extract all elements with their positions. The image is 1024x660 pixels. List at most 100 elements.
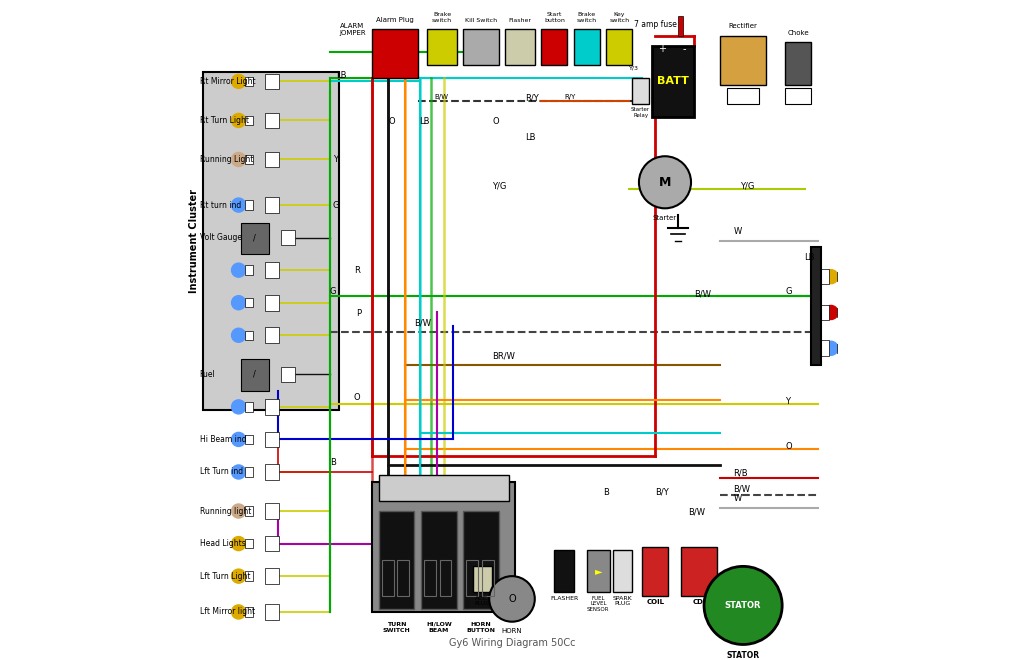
Text: Rt turn ind: Rt turn ind	[200, 201, 241, 210]
Circle shape	[231, 114, 246, 127]
Text: B/W: B/W	[434, 94, 447, 100]
Text: R/B: R/B	[733, 468, 748, 477]
Bar	[245, 155, 253, 164]
Text: B: B	[603, 488, 609, 497]
Bar	[245, 201, 253, 210]
Bar	[542, 29, 567, 65]
Text: HORN
BUTTON: HORN BUTTON	[467, 622, 496, 632]
Bar	[245, 77, 253, 86]
Bar	[652, 46, 694, 117]
Text: TURN
SWITCH: TURN SWITCH	[383, 622, 411, 632]
Text: B/W: B/W	[415, 319, 431, 327]
Bar	[245, 265, 253, 275]
Text: Choke: Choke	[787, 30, 809, 36]
Text: /: /	[253, 370, 256, 379]
Circle shape	[231, 152, 246, 166]
Bar	[264, 536, 279, 551]
Bar	[264, 152, 279, 167]
Bar	[241, 359, 269, 391]
Bar	[815, 305, 829, 320]
Circle shape	[231, 432, 246, 446]
Bar	[245, 539, 253, 548]
Bar	[473, 566, 493, 593]
Text: Running Light: Running Light	[200, 155, 253, 164]
Bar	[482, 560, 494, 596]
Text: LB: LB	[525, 133, 536, 142]
Text: Starter: Starter	[653, 215, 677, 221]
Text: HORN: HORN	[502, 628, 522, 634]
Text: SPARK
PLUG: SPARK PLUG	[612, 596, 633, 607]
Circle shape	[824, 270, 838, 284]
Bar	[264, 432, 279, 447]
Bar	[838, 344, 846, 353]
Bar	[727, 88, 760, 104]
Text: O: O	[785, 442, 792, 451]
Text: B/Y: B/Y	[655, 488, 669, 497]
Text: BR/W: BR/W	[493, 351, 515, 360]
Circle shape	[824, 341, 838, 355]
Text: G: G	[330, 287, 336, 296]
Text: ALARM
JOMPER: ALARM JOMPER	[339, 23, 366, 36]
Text: Running light: Running light	[200, 506, 251, 515]
Text: LB: LB	[419, 117, 429, 125]
Circle shape	[231, 465, 246, 479]
Text: Lft Mirror light: Lft Mirror light	[200, 607, 255, 616]
Text: /: /	[253, 233, 256, 242]
Text: Brake
switch: Brake switch	[577, 12, 597, 23]
Text: Lft Turn Light: Lft Turn Light	[200, 572, 250, 581]
Text: STATOR: STATOR	[727, 651, 760, 660]
Text: +: +	[658, 44, 667, 54]
Text: Y/3: Y/3	[629, 66, 639, 71]
Circle shape	[231, 263, 246, 277]
Bar	[587, 550, 609, 593]
Circle shape	[231, 296, 246, 310]
Circle shape	[231, 504, 246, 518]
Text: Flasher: Flasher	[509, 18, 531, 23]
Text: HI/LOW
BEAM: HI/LOW BEAM	[426, 622, 452, 632]
Text: Y: Y	[333, 155, 338, 164]
Text: Y/G: Y/G	[740, 182, 755, 191]
Bar	[379, 475, 509, 502]
Text: Volt Gauge: Volt Gauge	[200, 233, 242, 242]
Text: O: O	[493, 117, 499, 125]
Bar	[642, 547, 669, 596]
Circle shape	[824, 306, 838, 319]
Text: Instrument Cluster: Instrument Cluster	[189, 189, 200, 293]
Text: Gy6 Wiring Diagram 50Cc: Gy6 Wiring Diagram 50Cc	[449, 638, 575, 647]
Text: BATT: BATT	[657, 77, 689, 86]
Text: Rt Turn Light: Rt Turn Light	[200, 116, 249, 125]
Circle shape	[231, 400, 246, 414]
Text: Kill Switch: Kill Switch	[465, 18, 497, 23]
Bar	[424, 560, 436, 596]
Bar	[264, 73, 279, 89]
Text: M: M	[658, 176, 671, 189]
Text: Lft Turn ind: Lft Turn ind	[200, 467, 243, 477]
Text: ►: ►	[595, 566, 602, 576]
Text: W: W	[733, 494, 741, 504]
Bar	[815, 341, 829, 356]
Bar	[245, 572, 253, 581]
Text: B/W: B/W	[688, 508, 705, 516]
Text: O: O	[354, 393, 360, 403]
Bar	[264, 295, 279, 310]
Bar	[264, 399, 279, 414]
Text: FLASHER: FLASHER	[550, 596, 579, 601]
Bar	[264, 113, 279, 128]
Text: W: W	[733, 227, 741, 236]
Text: FUEL
LEVEL
SENSOR: FUEL LEVEL SENSOR	[587, 596, 609, 612]
Text: Alarm Plug: Alarm Plug	[376, 16, 414, 23]
Bar	[245, 607, 253, 616]
Bar	[245, 402, 253, 412]
Text: G: G	[785, 287, 792, 296]
Bar	[281, 366, 295, 382]
Bar	[245, 435, 253, 444]
Bar	[681, 547, 717, 596]
Bar	[554, 550, 573, 593]
Text: Key
switch: Key switch	[609, 12, 630, 23]
Bar	[678, 16, 683, 36]
Bar	[245, 506, 253, 515]
Text: R/Y: R/Y	[525, 94, 539, 103]
Bar	[421, 511, 457, 609]
Bar	[382, 560, 393, 596]
Text: O: O	[508, 594, 516, 604]
